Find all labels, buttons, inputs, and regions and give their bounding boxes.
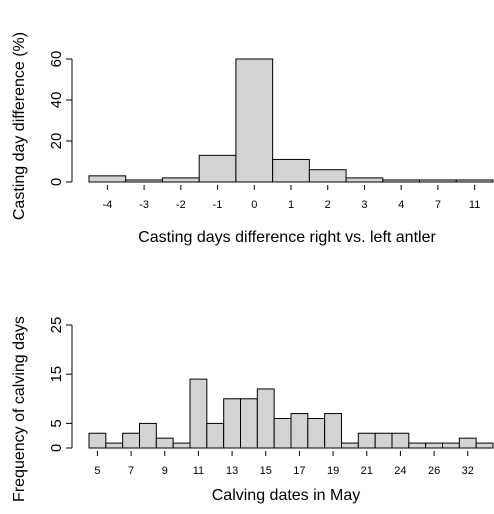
bar-11 [189,378,208,449]
bar-10 [172,442,191,449]
bar-17 [290,413,309,449]
x-axis-label: Casting days difference right vs. left a… [138,229,436,246]
x-tick-label: 1 [288,199,294,211]
bar-16 [273,417,292,449]
bar-33 [475,442,494,449]
bar--4 [88,175,127,183]
bar-15 [256,388,275,449]
x-tick-label: 3 [361,199,367,211]
bar--2 [161,177,200,183]
y-tick-label: 25 [48,317,65,334]
bar-24 [391,432,410,449]
bar-14 [240,398,258,449]
y-tick-label: 20 [48,133,65,150]
bar-21 [357,432,376,449]
x-tick-label: 24 [394,465,406,477]
x-tick-label: 2 [325,199,331,211]
bar-6 [105,442,124,449]
x-tick-label: 32 [462,465,474,477]
x-tick-label: 19 [327,465,339,477]
bar-9 [155,437,174,449]
bar-13 [223,398,241,449]
x-tick-label: 9 [162,465,168,477]
x-tick-label: 7 [128,465,134,477]
x-tick-label: 26 [428,465,440,477]
x-tick-label: 7 [435,199,441,211]
bar--1 [198,154,237,183]
bar--3 [125,179,163,183]
x-tick-label: 13 [226,465,238,477]
bar-26 [425,442,444,449]
bar-12 [206,422,225,449]
x-tick-label: 15 [260,465,272,477]
y-tick-label: 0 [48,444,65,452]
x-axis-label: Calving dates in May [212,487,361,504]
y-tick-label: 15 [48,366,65,383]
bar-2 [308,169,347,183]
bar-20 [341,442,359,449]
bar-22 [374,432,393,449]
calving-day-panel: Calving dates in May Frequency of calvin… [11,316,494,504]
y-tick-label: 5 [48,419,65,427]
y-tick-label: 0 [48,178,65,186]
x-tick-label: 5 [94,465,100,477]
bar-25 [408,442,427,449]
bar-1 [272,158,310,183]
bar-0 [235,58,274,183]
bar-11 [455,179,494,183]
x-tick-label: -1 [213,199,223,211]
bar-3 [345,177,384,183]
bar-18 [307,417,326,449]
x-tick-label: 0 [251,199,257,211]
bar-7 [419,179,457,183]
bar-19 [324,413,343,449]
x-tick-label: 11 [469,199,480,211]
bar-5 [88,432,107,449]
x-tick-label: -3 [139,199,149,211]
y-tick-label: 60 [48,51,65,68]
bar-32 [458,437,477,449]
x-tick-label: 17 [293,465,305,477]
x-tick-label: -2 [176,199,186,211]
bar-4 [382,179,421,183]
bar-27 [442,442,460,449]
x-tick-label: 11 [193,465,204,477]
casting-day-panel: Casting days difference right vs. left a… [11,32,494,246]
y-axis-label: Casting day difference (%) [11,32,28,220]
x-tick-label: 21 [361,465,373,477]
y-axis-label: Frequency of calving days [11,316,28,502]
y-tick-label: 40 [48,92,65,109]
bar-8 [139,422,157,449]
bar-7 [122,432,140,449]
x-tick-label: 4 [398,199,404,211]
x-tick-label: -4 [102,199,112,211]
